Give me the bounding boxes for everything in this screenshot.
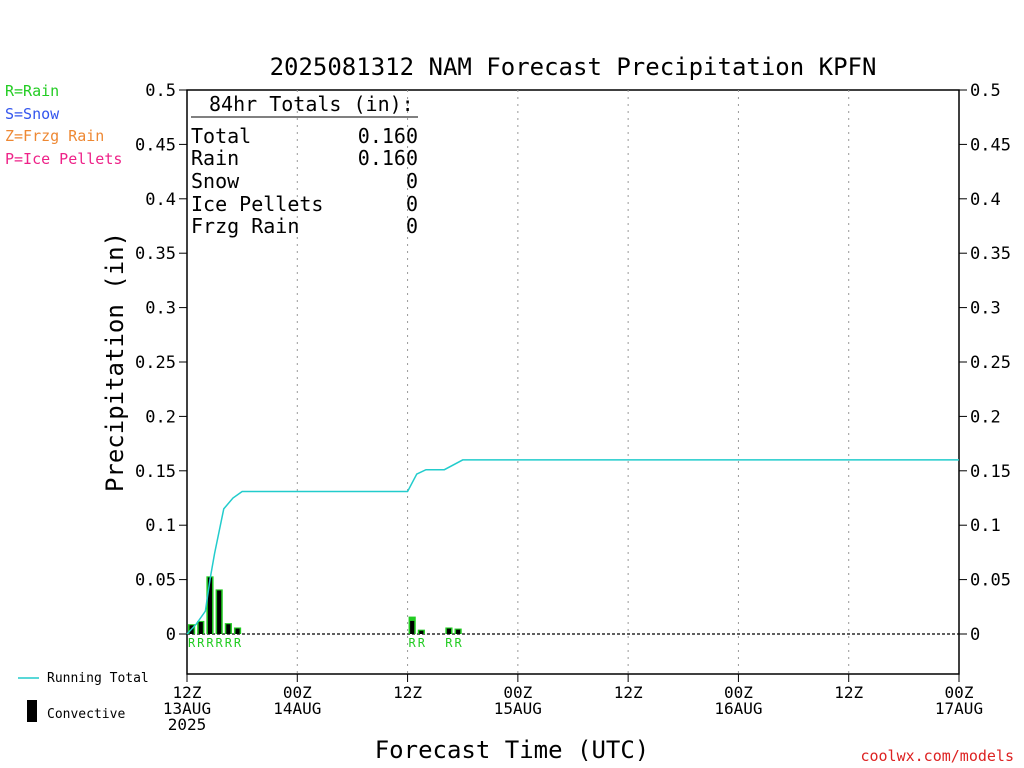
line-legend: Running Total Convective <box>18 671 149 722</box>
x-axis: 12Z 13AUG 2025 00Z 14AUG 12Z 00Z 15AUG 12Z 00Z 16A… <box>163 674 983 734</box>
y-tick-label-left: 0.15 <box>135 462 176 482</box>
y-tick-label-left: 0.2 <box>145 407 176 427</box>
y-tick-label-left: 0.5 <box>145 81 176 101</box>
y-tick-label-right: 0 <box>970 625 980 645</box>
ptype-legend-rain: R=Rain <box>5 82 59 100</box>
running-total-line <box>186 459 959 635</box>
totals-value-freezing-rain: 0 <box>406 214 418 238</box>
y-tick-label-right: 0.2 <box>970 407 1001 427</box>
y-axis-right: 0 0.05 0.1 0.15 0.2 0.25 0.3 0.35 0.4 0.45 0.5 <box>959 81 1011 645</box>
y-tick-label-left: 0.25 <box>135 353 176 373</box>
totals-heading: 84hr Totals (in): <box>209 92 414 116</box>
convective-bar <box>410 620 415 634</box>
convective-bars <box>189 577 461 634</box>
y-tick-label-left: 0.4 <box>145 190 176 210</box>
x-tick-label: 00Z 14AUG <box>273 683 321 718</box>
totals-value-rain: 0.160 <box>358 146 418 170</box>
ptype-legend-snow: S=Snow <box>5 105 60 123</box>
x-axis-label: Forecast Time (UTC) <box>375 736 650 764</box>
y-tick-label-left: 0.05 <box>135 571 176 591</box>
y-tick-label-right: 0.1 <box>970 516 1001 536</box>
totals-label-total: Total <box>191 124 251 148</box>
x-tick-label: 00Z 16AUG <box>714 683 762 718</box>
y-axis-label: Precipitation (in) <box>101 232 129 492</box>
convective-bar <box>207 577 213 634</box>
x-tick-label: 12Z <box>393 683 422 702</box>
convective-bar <box>446 628 451 634</box>
totals-label-ice-pellets: Ice Pellets <box>191 192 323 216</box>
y-tick-label-right: 0.4 <box>970 190 1001 210</box>
ptype-legend: R=Rain S=Snow Z=Frzg Rain P=Ice Pellets <box>5 82 122 168</box>
credit-text: coolwx.com/models <box>860 747 1014 765</box>
totals-value-total: 0.160 <box>358 124 418 148</box>
convective-legend-label: Convective <box>47 707 125 722</box>
y-tick-label-left: 0.1 <box>145 516 176 536</box>
ptype-legend-ice-pellets: P=Ice Pellets <box>5 150 122 168</box>
totals-label-freezing-rain: Frzg Rain <box>191 214 299 238</box>
convective-legend-swatch <box>27 700 37 722</box>
x-tick-label: 12Z <box>614 683 643 702</box>
chart-title: 2025081312 NAM Forecast Precipitation KP… <box>270 53 877 81</box>
y-tick-label-left: 0 <box>166 625 176 645</box>
convective-bar <box>235 628 240 634</box>
y-tick-label-right: 0.05 <box>970 571 1011 591</box>
totals-label-rain: Rain <box>191 146 239 170</box>
ptype-label: R <box>418 636 426 650</box>
totals-value-ice-pellets: 0 <box>406 192 418 216</box>
convective-bar <box>217 590 222 634</box>
ptype-legend-freezing-rain: Z=Frzg Rain <box>5 127 104 145</box>
y-tick-label-right: 0.3 <box>970 299 1001 319</box>
convective-bar <box>419 630 424 634</box>
ptype-label: R <box>445 636 453 650</box>
ptype-label: R <box>225 636 233 650</box>
ptype-label: R <box>206 636 214 650</box>
plot-frame <box>186 89 960 675</box>
y-tick-label-right: 0.45 <box>970 135 1011 155</box>
ptype-label: R <box>216 636 224 650</box>
totals-box: 84hr Totals (in): Total 0.160 Rain 0.160… <box>191 92 418 238</box>
y-tick-label-left: 0.3 <box>145 299 176 319</box>
y-tick-label-right: 0.35 <box>970 244 1011 264</box>
y-axis-left: 0 0.05 0.1 0.15 0.2 0.25 0.3 0.35 0.4 0.45 0.5 <box>135 81 187 645</box>
totals-label-snow: Snow <box>191 169 240 193</box>
x-tick-label: 12Z <box>834 683 863 702</box>
running-total-legend-label: Running Total <box>47 671 149 686</box>
y-tick-label-left: 0.35 <box>135 244 176 264</box>
y-tick-label-right: 0.15 <box>970 462 1011 482</box>
y-tick-label-left: 0.45 <box>135 135 176 155</box>
convective-bar <box>198 622 203 634</box>
ptype-label: R <box>409 636 417 650</box>
convective-bar <box>456 629 461 634</box>
convective-bar <box>226 624 231 634</box>
y-tick-label-right: 0.25 <box>970 353 1011 373</box>
ptype-label: R <box>188 636 196 650</box>
x-tick-label: 00Z 15AUG <box>494 683 542 718</box>
grid-lines <box>296 90 850 674</box>
ptype-label: R <box>197 636 205 650</box>
x-tick-label: 12Z 13AUG 2025 <box>163 683 211 734</box>
ptype-label: R <box>234 636 242 650</box>
ptype-label: R <box>455 636 463 650</box>
y-tick-label-right: 0.5 <box>970 81 1001 101</box>
totals-value-snow: 0 <box>406 169 418 193</box>
x-tick-label: 00Z 17AUG <box>935 683 983 718</box>
